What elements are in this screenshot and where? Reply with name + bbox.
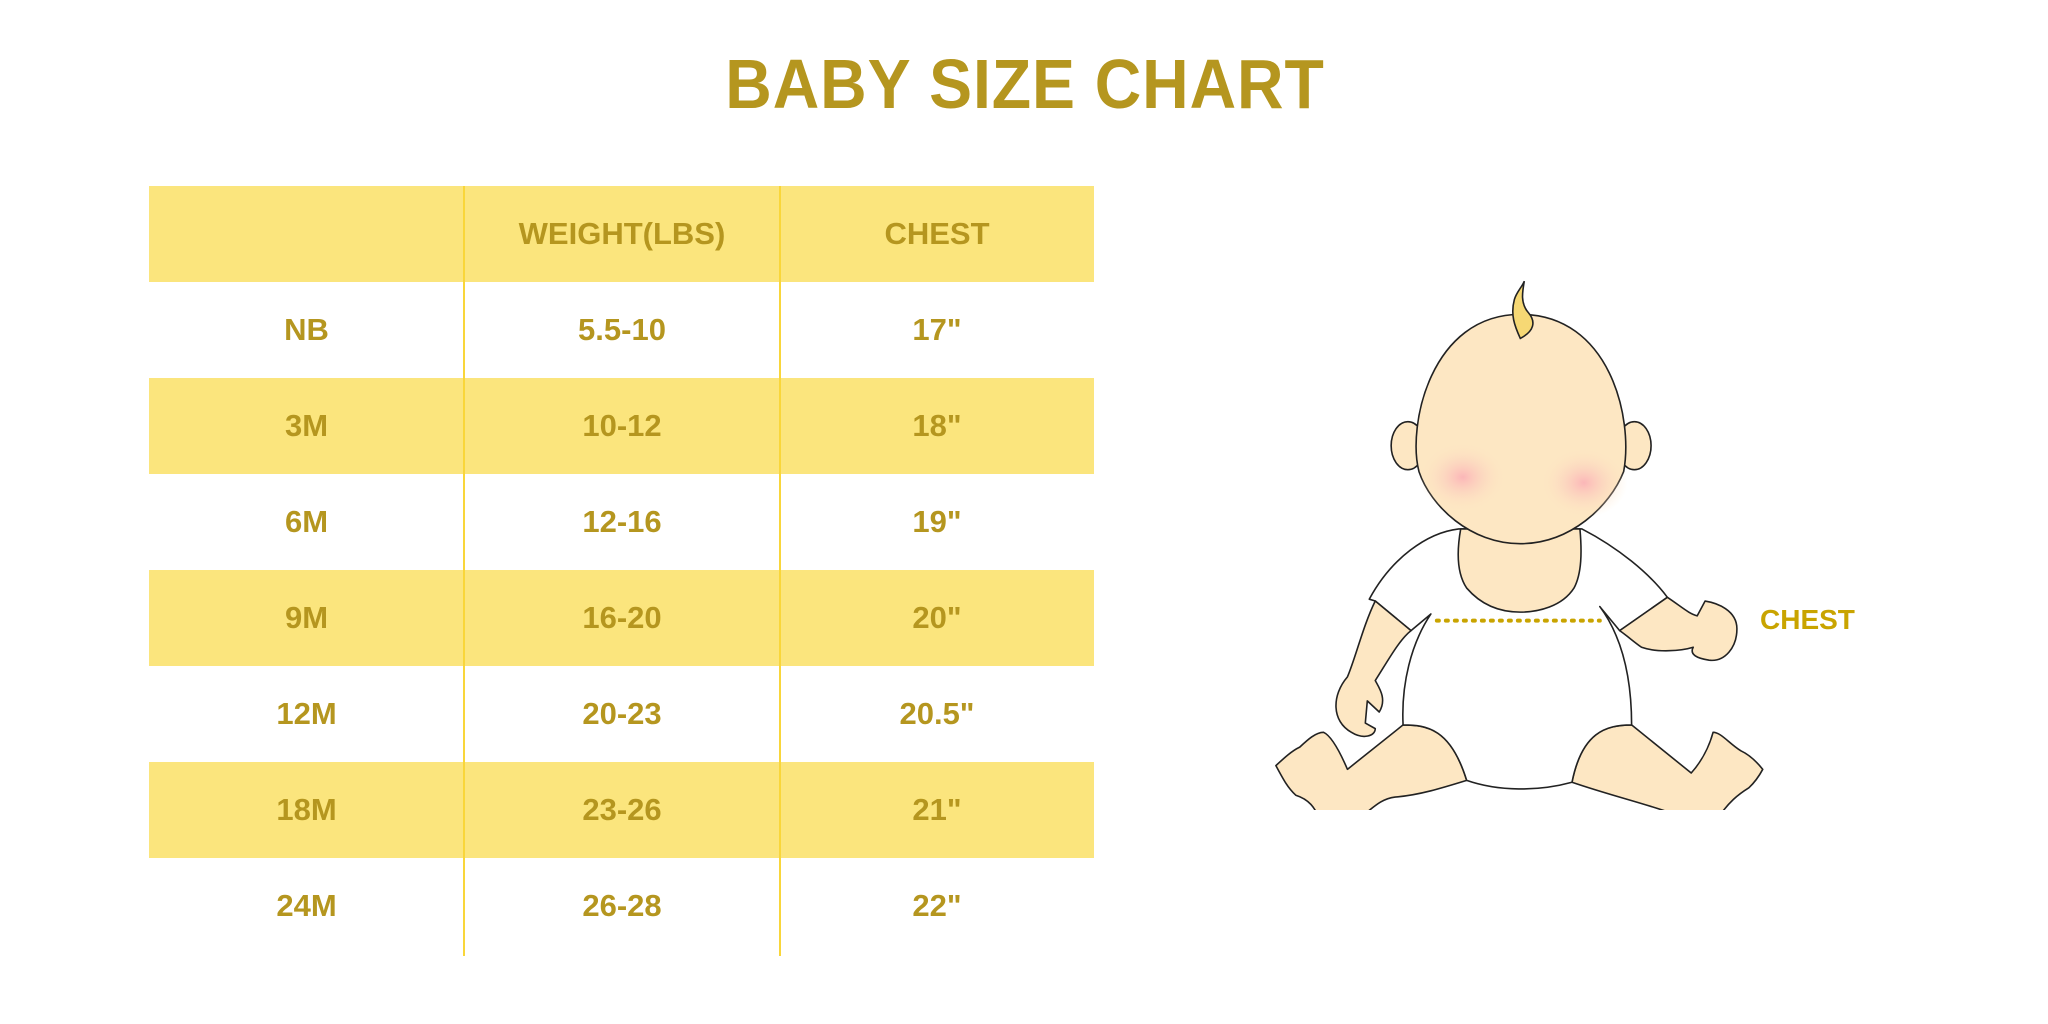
table-row: NB 5.5-10 17" [149, 282, 1094, 378]
weight-cell: 26-28 [582, 888, 662, 923]
size-table: WEIGHT(LBS) CHEST NB 5.5-10 17" 3M 10-12 18" 6… [149, 186, 1094, 954]
weight-cell: 5.5-10 [578, 312, 666, 347]
column-divider [779, 186, 781, 956]
size-cell: 3M [284, 408, 329, 443]
weight-cell: 16-20 [582, 600, 662, 635]
size-cell: NB [284, 312, 329, 347]
size-cell: 18M [276, 792, 337, 827]
table-header-row: WEIGHT(LBS) CHEST [149, 186, 1094, 282]
size-cell: 9M [284, 600, 329, 635]
right-arm [1620, 597, 1737, 660]
column-divider [463, 186, 465, 956]
chest-cell: 20" [912, 600, 962, 635]
chest-cell: 17" [912, 312, 962, 347]
table-row: 3M 10-12 18" [149, 378, 1094, 474]
weight-cell: 20-23 [582, 696, 662, 731]
chest-cell: 21" [912, 792, 962, 827]
chest-cell: 22" [912, 888, 962, 923]
size-cell: 12M [276, 696, 337, 731]
page-title: BABY SIZE CHART [725, 45, 1325, 123]
size-cell: 6M [284, 504, 329, 539]
table-row: 18M 23-26 21" [149, 762, 1094, 858]
chest-cell: 18" [912, 408, 962, 443]
chest-cell: 20.5" [899, 696, 975, 731]
neck [1458, 529, 1581, 612]
right-leg [1572, 725, 1763, 810]
table-row: 12M 20-23 20.5" [149, 666, 1094, 762]
left-arm [1336, 601, 1411, 736]
size-cell: 24M [276, 888, 337, 923]
chest-cell: 19" [912, 504, 962, 539]
shirt [1369, 529, 1667, 789]
left-leg [1276, 725, 1467, 810]
baby-illustration-icon [1260, 270, 1880, 810]
header-cell-chest: CHEST [884, 216, 990, 251]
right-cheek [1540, 447, 1628, 518]
header-cell-weight: WEIGHT(LBS) [518, 216, 726, 251]
weight-cell: 12-16 [582, 504, 662, 539]
weight-cell: 23-26 [582, 792, 662, 827]
chest-label: CHEST [1760, 604, 1855, 635]
weight-cell: 10-12 [582, 408, 662, 443]
hair-tuft [1513, 281, 1533, 338]
table-row: 6M 12-16 19" [149, 474, 1094, 570]
left-cheek [1418, 441, 1507, 513]
table-row: 24M 26-28 22" [149, 858, 1094, 954]
table-row: 9M 16-20 20" [149, 570, 1094, 666]
